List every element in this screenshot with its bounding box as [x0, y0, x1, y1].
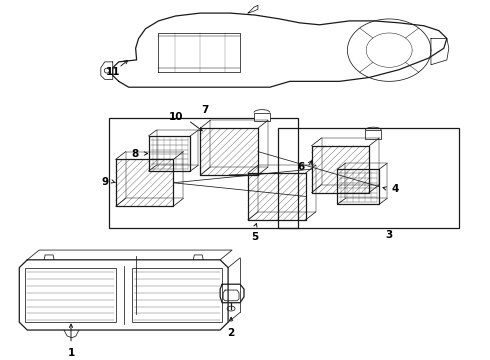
Text: 8: 8 [131, 149, 139, 158]
Text: 11: 11 [105, 67, 120, 77]
Text: 6: 6 [297, 162, 305, 172]
Text: 4: 4 [391, 184, 398, 194]
Text: 5: 5 [251, 231, 259, 242]
Text: 7: 7 [201, 104, 209, 114]
Bar [109, 118, 298, 228]
Text: 10: 10 [169, 112, 183, 122]
Bar [254, 113, 270, 121]
Bar [366, 130, 381, 139]
Text: 3: 3 [386, 230, 393, 240]
Text: 9: 9 [101, 177, 109, 187]
Bar [25, 267, 116, 322]
Bar [132, 267, 222, 322]
Text: 2: 2 [227, 328, 235, 338]
Bar [278, 128, 459, 228]
Text: 1: 1 [67, 348, 74, 357]
